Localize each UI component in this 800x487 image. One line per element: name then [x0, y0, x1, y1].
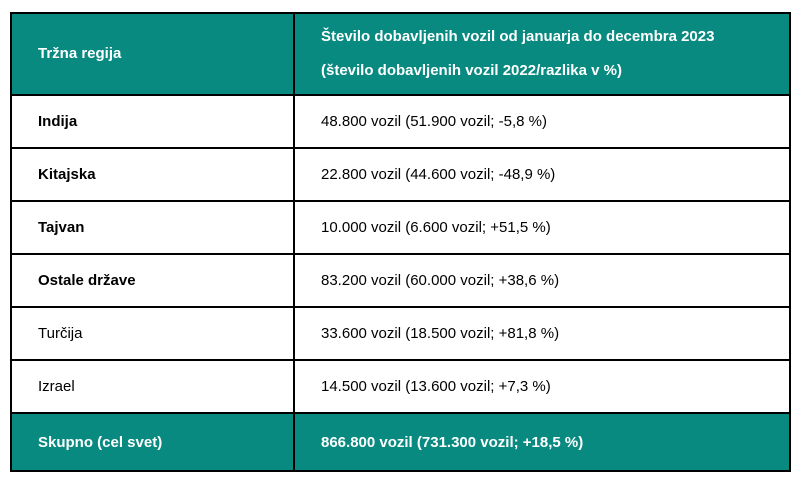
region-cell: Ostale države	[10, 253, 295, 308]
value-cell: 33.600 vozil (18.500 vozil; +81,8 %)	[293, 306, 791, 361]
table-row: Indija 48.800 vozil (51.900 vozil; -5,8 %…	[10, 94, 791, 149]
footer-region-cell: Skupno (cel svet)	[10, 412, 295, 472]
table-row: Kitajska 22.800 vozil (44.600 vozil; -48,…	[10, 147, 791, 202]
header-cell-region: Tržna regija	[10, 12, 295, 96]
header-value-line2: (število dobavljenih vozil 2022/razlika …	[321, 62, 622, 79]
region-cell: Izrael	[10, 359, 295, 414]
deliveries-table: Tržna regija Število dobavljenih vozil o…	[10, 12, 791, 472]
value-cell: 48.800 vozil (51.900 vozil; -5,8 %)	[293, 94, 791, 149]
header-value-line1: Število dobavljenih vozil od januarja do…	[321, 28, 715, 45]
table-row: Turčija 33.600 vozil (18.500 vozil; +81,8…	[10, 306, 791, 361]
table-row: Tajvan 10.000 vozil (6.600 vozil; +51,5 %…	[10, 200, 791, 255]
header-cell-value: Število dobavljenih vozil od januarja do…	[293, 12, 791, 96]
table-body: Indija 48.800 vozil (51.900 vozil; -5,8 %…	[10, 94, 791, 414]
value-cell: 14.500 vozil (13.600 vozil; +7,3 %)	[293, 359, 791, 414]
region-cell: Turčija	[10, 306, 295, 361]
region-cell: Tajvan	[10, 200, 295, 255]
value-cell: 83.200 vozil (60.000 vozil; +38,6 %)	[293, 253, 791, 308]
table-row: Izrael 14.500 vozil (13.600 vozil; +7,3 %…	[10, 359, 791, 414]
region-cell: Indija	[10, 94, 295, 149]
header-region-label: Tržna regija	[38, 45, 122, 62]
region-cell: Kitajska	[10, 147, 295, 202]
value-cell: 10.000 vozil (6.600 vozil; +51,5 %)	[293, 200, 791, 255]
table-row: Ostale države 83.200 vozil (60.000 vozil;…	[10, 253, 791, 308]
table-header-row: Tržna regija Število dobavljenih vozil o…	[10, 12, 791, 96]
table-footer-row: Skupno (cel svet) 866.800 vozil (731.300…	[10, 412, 791, 472]
footer-value-cell: 866.800 vozil (731.300 vozil; +18,5 %)	[293, 412, 791, 472]
value-cell: 22.800 vozil (44.600 vozil; -48,9 %)	[293, 147, 791, 202]
